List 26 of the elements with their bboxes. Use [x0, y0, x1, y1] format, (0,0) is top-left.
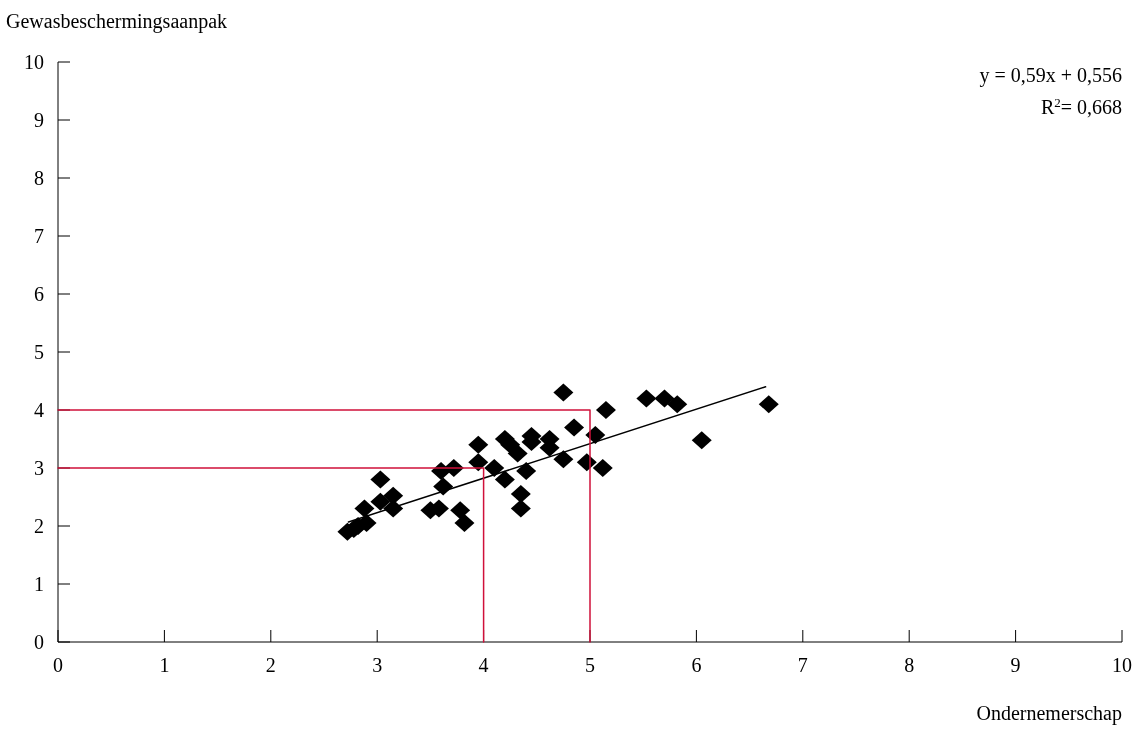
y-tick-label: 10: [24, 51, 44, 73]
x-tick-label: 6: [691, 654, 702, 676]
y-tick-label: 6: [34, 283, 44, 305]
y-tick-label: 3: [34, 457, 44, 479]
y-tick-label: 0: [34, 631, 44, 653]
x-tick-label: 10: [1112, 654, 1132, 676]
x-tick-label: 4: [478, 654, 489, 676]
x-tick-label: 5: [585, 654, 595, 676]
annotation: R$^{2}$= 0,668: [1040, 94, 1122, 118]
x-axis-title: Ondernemerschap: [976, 702, 1122, 725]
y-tick-label: 4: [34, 399, 44, 421]
y-tick-label: 1: [34, 573, 44, 595]
y-tick-label: 5: [34, 341, 44, 363]
y-tick-label: 8: [34, 167, 44, 189]
x-tick-label: 7: [797, 654, 808, 676]
y-axis-title: Gewasbeschermingsaanpak: [6, 10, 228, 33]
x-tick-label: 8: [904, 654, 915, 676]
x-tick-label: 0: [53, 654, 63, 676]
y-tick-label: 9: [34, 109, 44, 131]
y-tick-label: 7: [34, 225, 44, 247]
x-tick-label: 3: [372, 654, 383, 676]
y-tick-label: 2: [34, 515, 44, 537]
x-tick-label: 1: [159, 654, 170, 676]
x-tick-label: 2: [265, 654, 276, 676]
x-tick-label: 9: [1010, 654, 1021, 676]
annotation: y = 0,59x + 0,556: [979, 64, 1122, 87]
